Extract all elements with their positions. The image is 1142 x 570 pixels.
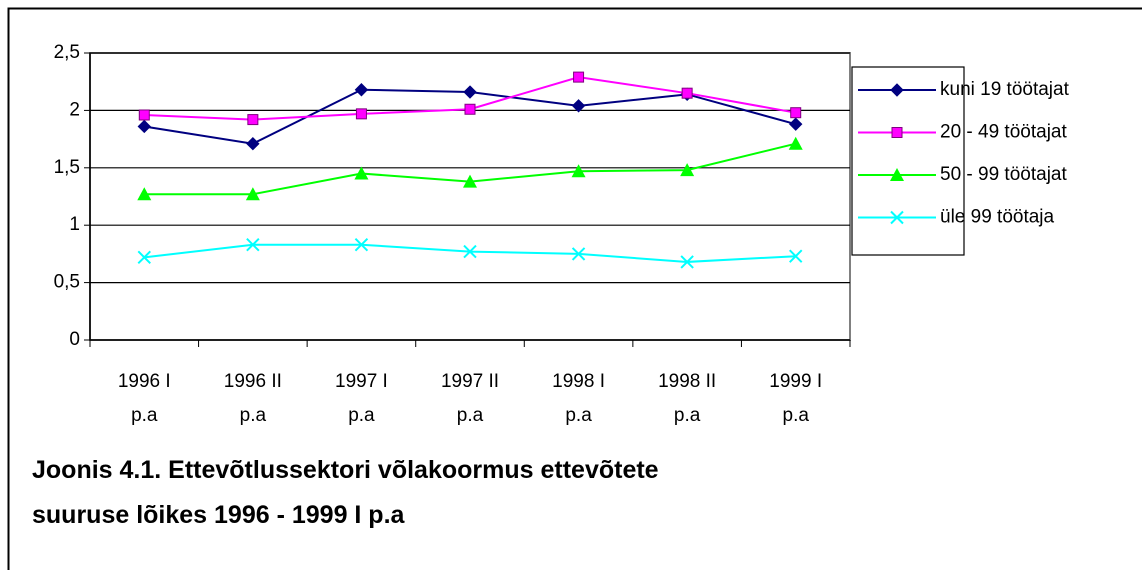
marker — [463, 85, 477, 99]
marker — [680, 255, 694, 269]
x-tick-label: 1997 II p.a — [441, 371, 499, 426]
marker — [890, 83, 904, 97]
marker — [790, 107, 802, 119]
marker — [571, 247, 586, 261]
marker — [464, 103, 476, 115]
y-tick-label: 0,5 — [54, 272, 80, 293]
marker — [245, 187, 260, 201]
marker — [788, 136, 803, 150]
x-tick-label: 1998 II p.a — [658, 371, 716, 426]
frame — [7, 7, 1142, 570]
marker — [354, 83, 369, 97]
caption: Joonis 4.1. Ettevõtlussektori võlakoormu… — [32, 456, 659, 529]
y-tick-label: 1 — [69, 214, 80, 235]
y-tick-label: 0 — [69, 329, 80, 350]
marker — [573, 71, 585, 83]
marker — [789, 117, 803, 131]
legend-label: kuni 19 töötajat — [940, 79, 1070, 100]
marker — [354, 238, 369, 252]
series-line — [144, 243, 796, 263]
y-tick-label: 2 — [69, 99, 80, 120]
marker — [680, 163, 695, 177]
marker — [463, 174, 477, 188]
marker — [355, 108, 367, 120]
marker — [789, 249, 803, 263]
legend-box — [851, 66, 965, 256]
marker — [247, 114, 259, 126]
legend-label: 20 - 49 töötajat — [940, 122, 1067, 143]
x-tick-label: 1996 II p.a — [224, 371, 282, 426]
y-tick-label: 1,5 — [54, 157, 80, 178]
marker — [246, 238, 260, 252]
marker — [890, 210, 904, 225]
legend-label: üle 99 töötaja — [940, 207, 1055, 228]
marker — [137, 250, 151, 265]
marker — [137, 187, 152, 201]
legend-label: 50 - 99 töötajat — [940, 164, 1067, 185]
marker — [891, 127, 903, 138]
marker — [246, 136, 260, 151]
marker — [571, 99, 586, 113]
marker — [571, 164, 586, 178]
marker — [681, 87, 693, 99]
y-tick-label: 2,5 — [54, 42, 80, 63]
marker — [354, 166, 369, 180]
marker — [137, 119, 151, 134]
marker — [890, 168, 904, 181]
marker — [138, 109, 150, 121]
marker — [463, 244, 477, 259]
